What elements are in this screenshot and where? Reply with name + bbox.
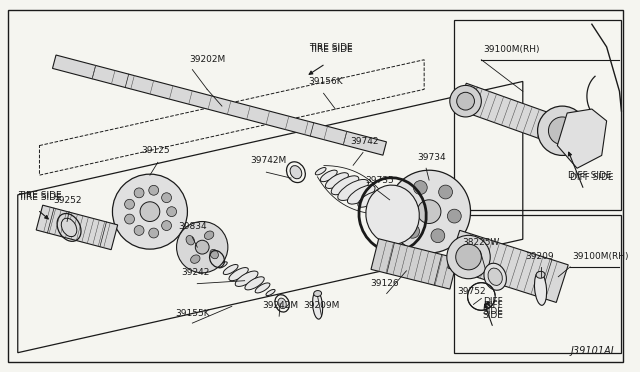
Text: 39156K: 39156K xyxy=(308,77,343,86)
Circle shape xyxy=(140,202,160,221)
Text: 39100M(RH): 39100M(RH) xyxy=(572,252,628,261)
Circle shape xyxy=(388,170,470,253)
Ellipse shape xyxy=(348,185,375,204)
Ellipse shape xyxy=(255,283,270,293)
Ellipse shape xyxy=(488,268,502,285)
Circle shape xyxy=(457,92,474,110)
Ellipse shape xyxy=(316,167,326,175)
Polygon shape xyxy=(36,205,118,250)
Ellipse shape xyxy=(484,263,506,290)
Ellipse shape xyxy=(312,292,323,319)
Text: 39209: 39209 xyxy=(525,252,554,261)
Circle shape xyxy=(162,221,172,231)
Text: 39202M: 39202M xyxy=(189,55,225,64)
Text: 39242M: 39242M xyxy=(262,301,298,310)
Ellipse shape xyxy=(325,173,348,189)
Text: 39125: 39125 xyxy=(141,147,170,155)
Ellipse shape xyxy=(236,271,258,286)
Ellipse shape xyxy=(223,264,238,275)
Ellipse shape xyxy=(245,277,264,290)
Circle shape xyxy=(548,117,576,145)
Text: 39155K: 39155K xyxy=(175,309,210,318)
Ellipse shape xyxy=(321,170,337,182)
Circle shape xyxy=(134,225,144,235)
Circle shape xyxy=(450,86,481,117)
Circle shape xyxy=(125,199,134,209)
Circle shape xyxy=(413,181,428,195)
Polygon shape xyxy=(8,10,623,362)
Circle shape xyxy=(538,106,587,155)
Circle shape xyxy=(431,229,445,243)
Text: 39742M: 39742M xyxy=(250,156,287,165)
Circle shape xyxy=(447,209,461,223)
Ellipse shape xyxy=(186,235,195,245)
Ellipse shape xyxy=(380,205,391,212)
Text: TIRE SIDE: TIRE SIDE xyxy=(18,193,61,202)
Circle shape xyxy=(447,235,490,279)
Ellipse shape xyxy=(534,272,547,305)
Text: TIRE SIDE: TIRE SIDE xyxy=(18,191,61,200)
Polygon shape xyxy=(371,239,458,289)
Text: 39100M(RH): 39100M(RH) xyxy=(483,45,540,54)
Circle shape xyxy=(397,200,411,214)
Ellipse shape xyxy=(266,289,275,296)
Text: 39209M: 39209M xyxy=(303,301,340,310)
Ellipse shape xyxy=(366,185,419,244)
Ellipse shape xyxy=(338,179,369,201)
Circle shape xyxy=(406,224,419,238)
Text: 39834: 39834 xyxy=(178,222,207,231)
Circle shape xyxy=(134,188,144,198)
Ellipse shape xyxy=(332,176,359,195)
Circle shape xyxy=(195,240,209,254)
Text: 39742: 39742 xyxy=(351,137,380,145)
Text: 39242: 39242 xyxy=(181,268,209,277)
Ellipse shape xyxy=(229,267,248,280)
Circle shape xyxy=(148,228,159,238)
Text: 39735: 39735 xyxy=(365,176,394,185)
Text: 39252: 39252 xyxy=(53,196,81,205)
Text: DIFF SIDE: DIFF SIDE xyxy=(570,173,614,182)
Ellipse shape xyxy=(290,166,301,179)
Circle shape xyxy=(438,185,452,199)
Text: 39734: 39734 xyxy=(418,153,446,162)
Text: DIFF SIDE: DIFF SIDE xyxy=(568,171,612,180)
Text: J39101AL: J39101AL xyxy=(570,346,616,356)
Text: TIRE SIDE: TIRE SIDE xyxy=(308,43,352,52)
Circle shape xyxy=(148,185,159,195)
Text: 39126: 39126 xyxy=(371,279,399,288)
Text: TIRE SIDE: TIRE SIDE xyxy=(308,45,352,54)
Ellipse shape xyxy=(218,262,227,268)
Circle shape xyxy=(417,200,441,224)
Ellipse shape xyxy=(314,291,321,296)
Ellipse shape xyxy=(61,218,77,237)
Circle shape xyxy=(456,244,481,270)
Text: DIFF
SIDE: DIFF SIDE xyxy=(483,301,504,320)
Circle shape xyxy=(162,193,172,203)
Circle shape xyxy=(113,174,188,249)
Polygon shape xyxy=(557,109,607,168)
Polygon shape xyxy=(448,230,568,302)
Circle shape xyxy=(166,207,177,217)
Text: 39752: 39752 xyxy=(457,288,486,296)
Circle shape xyxy=(125,214,134,224)
Ellipse shape xyxy=(191,255,200,263)
Ellipse shape xyxy=(358,192,381,207)
Ellipse shape xyxy=(210,249,218,259)
Polygon shape xyxy=(457,83,577,149)
Text: 38225W: 38225W xyxy=(463,238,500,247)
Polygon shape xyxy=(52,55,387,155)
Ellipse shape xyxy=(278,298,286,309)
Ellipse shape xyxy=(369,198,386,210)
Circle shape xyxy=(177,221,228,273)
Ellipse shape xyxy=(204,231,214,240)
Ellipse shape xyxy=(536,271,545,278)
Text: DIFF
SIDE: DIFF SIDE xyxy=(483,297,504,316)
